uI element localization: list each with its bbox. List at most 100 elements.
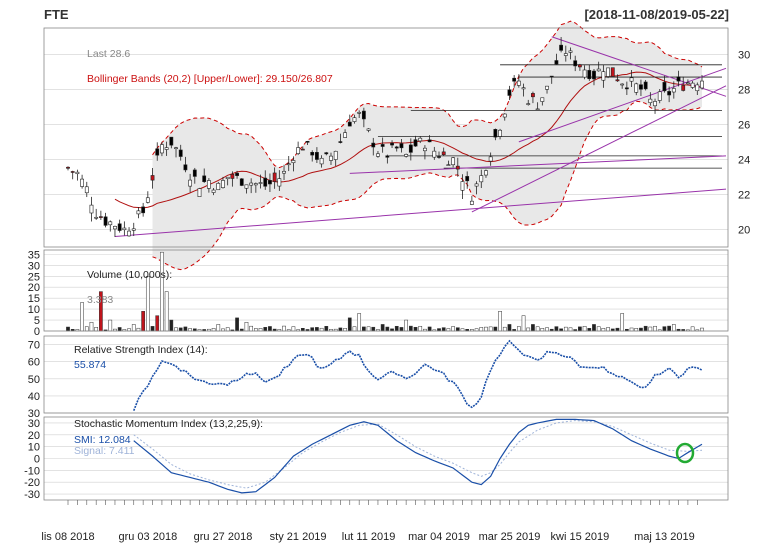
panel-frame-2 (43, 335, 729, 414)
candle-body (89, 204, 94, 214)
candle-body (493, 129, 498, 138)
volume-bar (606, 327, 610, 332)
volume-tick-label: 0 (34, 326, 40, 338)
volume-bar (563, 326, 568, 332)
volume-bar (596, 326, 601, 332)
candle-body (188, 179, 193, 187)
smi-tick-label: 0 (34, 454, 40, 466)
candle-body (700, 80, 704, 89)
candle-body (634, 83, 639, 93)
panel-frame-0 (43, 27, 729, 248)
candle-body (108, 221, 113, 226)
candle-body (249, 182, 254, 186)
candle-body (507, 89, 512, 96)
trendline (349, 155, 727, 174)
candle-body (408, 144, 413, 153)
volume-bar (244, 321, 249, 332)
volume-bar (455, 327, 460, 332)
volume-tick-label: 20 (28, 282, 40, 294)
candle-body (239, 178, 244, 186)
x-axis-label: mar 25 2019 (479, 531, 541, 543)
bollinger-fill (152, 21, 703, 270)
candle-body (535, 108, 540, 111)
candle-body (526, 103, 531, 105)
volume-bar (249, 325, 254, 332)
volume-title: Volume (10,000s): (87, 269, 172, 281)
volume-bar (554, 326, 559, 332)
last-price-label: Last 28.6 (87, 48, 130, 60)
volume-bar (394, 325, 399, 332)
candle-body (315, 152, 319, 160)
candle-body (84, 186, 89, 194)
volume-bar (639, 327, 643, 332)
smi-tick-label: -20 (24, 477, 40, 489)
candle-body (230, 173, 235, 179)
smi-tick-label: -30 (24, 489, 40, 501)
candle-body (451, 157, 455, 166)
candle-body (629, 77, 634, 82)
candle-body (197, 188, 202, 197)
candle-body (662, 82, 667, 92)
candle-body (479, 175, 484, 183)
candle-body (131, 228, 136, 231)
volume-tick-label: 25 (28, 271, 40, 283)
volume-bar (178, 327, 183, 332)
volume-bar (380, 324, 385, 332)
candle-body (211, 189, 216, 193)
trendline (114, 188, 727, 237)
rsi-tick-label: 50 (28, 374, 40, 386)
candle-body (413, 139, 418, 147)
volume-bar (629, 327, 634, 332)
price-tick-label: 26 (738, 119, 750, 131)
volume-bar (615, 327, 620, 332)
candle-body (690, 82, 695, 88)
candle-body (221, 180, 225, 188)
price-tick-label: 28 (738, 84, 750, 96)
volume-bar (315, 327, 319, 332)
volume-bar (451, 326, 455, 332)
candle-body (465, 176, 470, 182)
candle-body (333, 150, 338, 160)
volume-bar (488, 326, 493, 332)
candle-body (521, 87, 526, 90)
candle-body (620, 83, 625, 86)
signal-line (133, 420, 703, 489)
bollinger-lower (152, 100, 703, 271)
x-axis-label: kwi 15 2019 (551, 531, 610, 543)
candle-body (371, 142, 376, 148)
volume-bar (263, 327, 268, 332)
x-axis-label: lut 11 2019 (342, 531, 396, 543)
candle-body (559, 44, 564, 51)
candle-body (667, 91, 672, 96)
price-tick-label: 30 (738, 49, 750, 61)
candle-body (540, 97, 545, 102)
volume-bar (507, 324, 512, 332)
trendline (518, 67, 727, 143)
price-tick-label: 22 (738, 189, 750, 201)
smi-line (133, 418, 703, 494)
volume-bar (268, 326, 272, 332)
candle-body (399, 143, 404, 149)
volume-bar (160, 251, 164, 332)
x-axis-label: gru 27 2018 (194, 531, 253, 543)
candle-body (235, 172, 239, 176)
rsi-last-value: 55.874 (74, 359, 106, 371)
candle-body (455, 165, 460, 170)
candle-body (446, 164, 451, 166)
candle-body (488, 156, 493, 162)
volume-bar (216, 324, 221, 332)
volume-bar (620, 313, 625, 332)
candle-body (164, 147, 169, 150)
volume-bar (324, 326, 329, 332)
candle-body (113, 226, 117, 230)
panel-frame-1 (43, 249, 729, 332)
candle-body (338, 141, 343, 143)
candle-body (385, 155, 390, 158)
candle-body (178, 149, 183, 157)
candle-body (253, 183, 258, 186)
smi-value-label: SMI: 12.084 (74, 434, 131, 446)
rsi-tick-label: 60 (28, 357, 40, 369)
rsi-title: Relative Strength Index (14): (74, 344, 208, 356)
price-tick-label: 24 (738, 154, 750, 166)
